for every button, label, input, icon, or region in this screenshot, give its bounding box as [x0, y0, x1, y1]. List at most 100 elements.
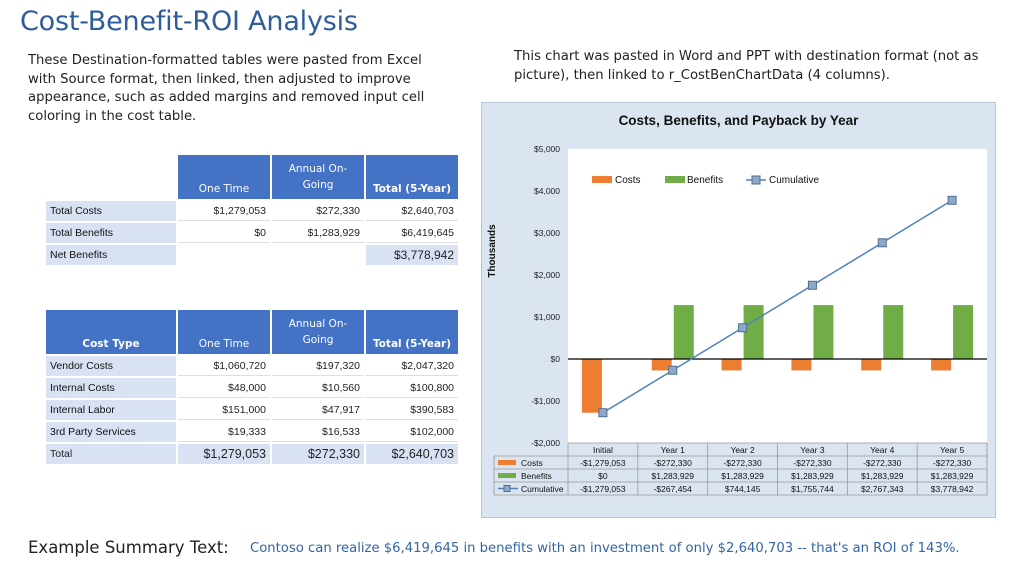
legend-cumulative-marker [751, 175, 761, 185]
cell-total: $102,000 [366, 422, 458, 442]
y-tick-label: $5,000 [534, 144, 560, 154]
cell-total: $2,640,703 [366, 201, 458, 221]
cumulative-point [947, 195, 957, 205]
row-label: Total Benefits [46, 223, 176, 243]
data-label: $2,767,343 [861, 484, 904, 494]
row-label: Internal Costs [46, 378, 176, 398]
slide-title: Cost-Benefit-ROI Analysis [20, 6, 358, 37]
table-row-total: Total $1,279,053 $272,330 $2,640,703 [46, 444, 458, 464]
cell-one-time: $19,333 [178, 422, 270, 442]
data-label: -$272,330 [723, 458, 762, 468]
tables-note: These Destination-formatted tables were … [28, 53, 425, 124]
cell-annual: $10,560 [272, 378, 364, 398]
table-row: Net Benefits $3,778,942 [46, 245, 458, 265]
cumulative-point [598, 408, 608, 418]
data-label: $1,283,929 [791, 471, 834, 481]
y-tick-label: -$1,000 [531, 396, 560, 406]
cell-one-time: $1,060,720 [178, 356, 270, 376]
y-tick-label: $2,000 [534, 270, 560, 280]
cumulative-point [738, 323, 748, 333]
category-label: Year 1 [661, 445, 686, 455]
benefit-bar [883, 305, 904, 359]
data-label: $1,755,744 [791, 484, 834, 494]
cell-total: $390,583 [366, 400, 458, 420]
category-label: Year 3 [800, 445, 825, 455]
summary-label: Example Summary Text: [28, 538, 229, 557]
cell-annual: $272,330 [272, 201, 364, 221]
y-tick-label: $0 [551, 354, 561, 364]
data-label: -$267,454 [654, 484, 693, 494]
cell-one-time: $1,279,053 [178, 444, 270, 464]
chart-note: This chart was pasted in Word and PPT wi… [514, 49, 979, 83]
data-table-swatch [498, 460, 516, 465]
cell-total: $100,800 [366, 378, 458, 398]
benefit-bar [813, 305, 834, 359]
legend-benefits-label: Benefits [687, 175, 723, 186]
cell-total: $2,047,320 [366, 356, 458, 376]
category-label: Year 2 [730, 445, 755, 455]
benefit-bar [673, 305, 694, 359]
cost-bar [791, 359, 812, 371]
category-label: Year 5 [940, 445, 965, 455]
data-table-swatch [503, 485, 511, 492]
row-label: Total Costs [46, 201, 176, 221]
net-benefits-value: $3,778,942 [366, 245, 458, 265]
y-tick-label: $1,000 [534, 312, 560, 322]
legend-cumulative-label: Cumulative [769, 175, 819, 186]
cell-annual: $197,320 [272, 356, 364, 376]
data-table-series-name: Costs [521, 458, 543, 468]
row-label: Net Benefits [46, 245, 176, 265]
cumulative-line [602, 199, 953, 414]
cell-annual: $16,533 [272, 422, 364, 442]
data-label: -$272,330 [793, 458, 832, 468]
summary-text: Contoso can realize $6,419,645 in benefi… [250, 541, 960, 556]
row-label: Vendor Costs [46, 356, 176, 376]
data-table-swatch [498, 473, 516, 478]
cumulative-point [807, 280, 817, 290]
legend-costs-label: Costs [615, 175, 641, 186]
header-annual: Annual On-Going [272, 310, 364, 354]
chart-object[interactable]: $5,000 $4,000 $3,000 $2,000 $1,000 $0 -$1,000 -… [481, 102, 996, 518]
header-one-time: One Time [178, 155, 270, 199]
cumulative-point [668, 365, 678, 375]
category-label: Year 4 [870, 445, 895, 455]
cell-one-time: $151,000 [178, 400, 270, 420]
cell-total: $2,640,703 [366, 444, 458, 464]
chart-title: Costs, Benefits, and Payback by Year [618, 113, 859, 128]
chart-canvas: $5,000 $4,000 $3,000 $2,000 $1,000 $0 -$1,000 -… [487, 144, 988, 496]
cell-annual: $272,330 [272, 444, 364, 464]
y-tick-label: -$2,000 [531, 438, 560, 448]
data-label: -$1,279,053 [580, 484, 626, 494]
cell-total: $6,419,645 [366, 223, 458, 243]
data-table-series-name: Cumulative [521, 484, 564, 494]
data-label: -$272,330 [654, 458, 693, 468]
cost-bar [651, 359, 672, 371]
category-label: Initial [593, 445, 613, 455]
row-label: Internal Labor [46, 400, 176, 420]
cell-one-time: $48,000 [178, 378, 270, 398]
row-label: Total [46, 444, 176, 464]
data-label: -$1,279,053 [580, 458, 626, 468]
header-cost-type: Cost Type [46, 310, 176, 354]
cost-bar [721, 359, 742, 371]
cell-one-time: $1,279,053 [178, 201, 270, 221]
cost-bar [581, 359, 602, 413]
y-tick-label: $3,000 [534, 228, 560, 238]
header-annual: Annual On-Going [272, 155, 364, 199]
table-row: Vendor Costs $1,060,720 $197,320 $2,047,… [46, 356, 458, 376]
plot-area [568, 149, 987, 443]
table-row: Total Benefits $0 $1,283,929 $6,419,645 [46, 223, 458, 243]
data-label: $1,283,929 [861, 471, 904, 481]
data-label: -$272,330 [863, 458, 902, 468]
table-row: 3rd Party Services $19,333 $16,533 $102,… [46, 422, 458, 442]
legend-costs-swatch [592, 176, 612, 183]
row-label: 3rd Party Services [46, 422, 176, 442]
data-label: $3,778,942 [931, 484, 974, 494]
header-one-time: One Time [178, 310, 270, 354]
cost-table: Cost Type One Time Annual On-Going Total… [44, 308, 460, 466]
cumulative-point [877, 238, 887, 248]
table-row: Internal Costs $48,000 $10,560 $100,800 [46, 378, 458, 398]
cell-one-time: $0 [178, 223, 270, 243]
table-row: Internal Labor $151,000 $47,917 $390,583 [46, 400, 458, 420]
summary-table: One Time Annual On-Going Total (5-Year) … [44, 153, 460, 267]
